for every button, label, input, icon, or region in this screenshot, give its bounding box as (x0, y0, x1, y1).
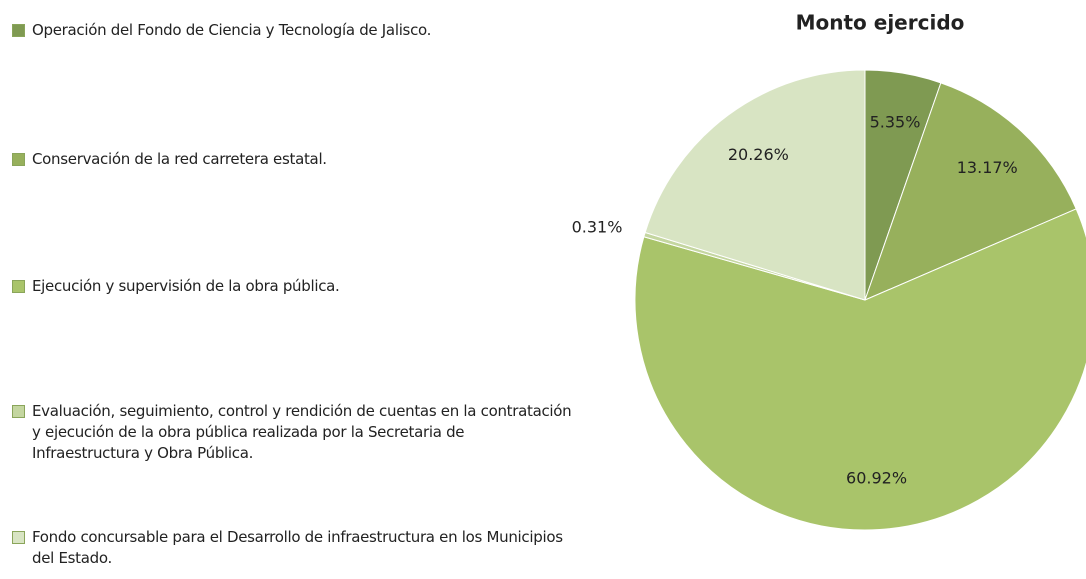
legend-label: Fondo concursable para el Desarrollo de … (32, 528, 563, 567)
pie-slice (864, 82, 1077, 301)
legend-label: Operación del Fondo de Ciencia y Tecnolo… (32, 21, 432, 39)
legend-swatch (12, 405, 25, 418)
legend-label: Evaluación, seguimiento, control y rendi… (32, 402, 572, 462)
legend-item: Conservación de la red carretera estatal… (12, 149, 572, 170)
data-label: 0.31% (572, 218, 623, 237)
legend-label: Ejecución y supervisión de la obra públi… (32, 277, 340, 295)
legend-swatch (12, 280, 25, 293)
legend-label: Conservación de la red carretera estatal… (32, 150, 327, 168)
data-label: 20.26% (728, 145, 789, 164)
legend-item: Evaluación, seguimiento, control y rendi… (12, 401, 572, 464)
legend-item: Fondo concursable para el Desarrollo de … (12, 527, 572, 569)
data-label: 60.92% (846, 469, 907, 488)
data-label: 5.35% (870, 113, 921, 132)
legend-swatch (12, 531, 25, 544)
chart-title: Monto ejercido (796, 11, 965, 35)
legend: Operación del Fondo de Ciencia y Tecnolo… (12, 0, 582, 579)
legend-swatch (12, 24, 25, 37)
legend-item: Ejecución y supervisión de la obra públi… (12, 276, 572, 297)
legend-swatch (12, 153, 25, 166)
pie-slice (634, 208, 1086, 531)
pie-slice (644, 69, 866, 301)
data-label: 13.17% (957, 158, 1018, 177)
legend-item: Operación del Fondo de Ciencia y Tecnolo… (12, 20, 572, 41)
